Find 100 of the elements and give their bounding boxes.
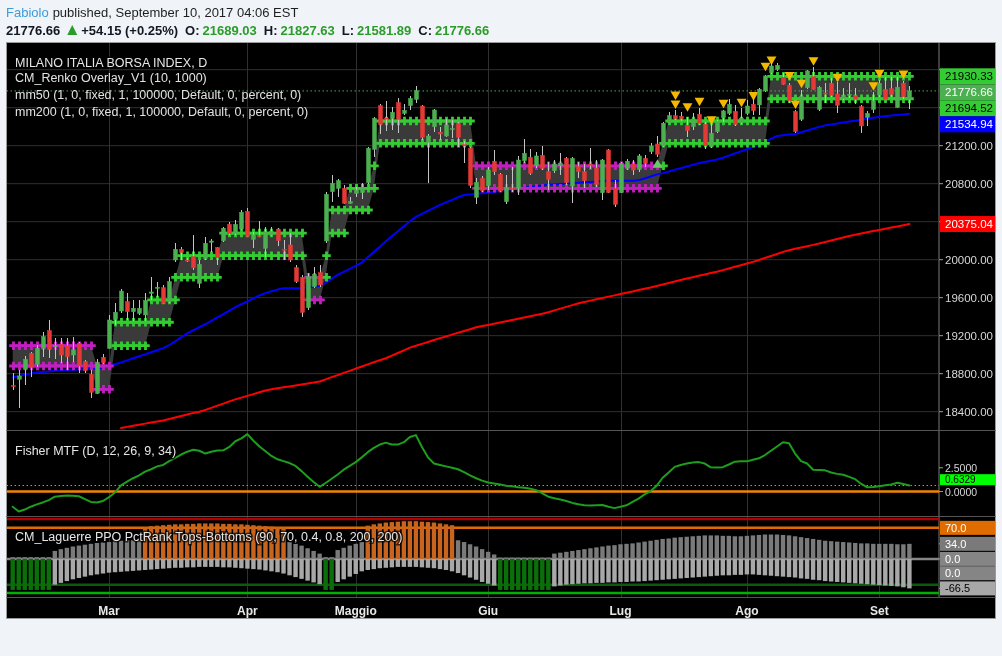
bar (822, 558, 828, 582)
bar (160, 558, 166, 569)
text: H: (263, 22, 278, 38)
bar (437, 523, 443, 559)
x-tick-label: Maggio (334, 604, 377, 618)
bar (528, 558, 533, 590)
y-tick-label: 19600.00 (945, 291, 993, 304)
x-tick-label: Apr (237, 604, 259, 618)
bar (413, 558, 419, 567)
candlestick (119, 288, 124, 314)
text: MILANO ITALIA BORSA INDEX, D (15, 56, 208, 70)
bar (413, 521, 419, 559)
bar (40, 558, 46, 590)
bar (690, 558, 695, 578)
bar (401, 558, 407, 567)
x-tick-label: Lug (609, 604, 632, 618)
bar (834, 558, 840, 582)
bar (467, 558, 473, 578)
y-tick-label: 0.0 (945, 552, 961, 565)
bar (425, 558, 431, 568)
point (670, 91, 681, 100)
y-tick-label: 19200.00 (945, 329, 993, 342)
y-tick-label: 20000.00 (945, 253, 993, 266)
bar (365, 558, 370, 570)
bar (479, 558, 485, 582)
y-tick-label: 21200.00 (945, 139, 993, 152)
text: 21827.63 (280, 22, 335, 38)
bar (443, 558, 449, 570)
bar (871, 558, 876, 585)
text: Fabiolo (6, 5, 49, 20)
bar (786, 558, 792, 578)
bar (522, 558, 527, 590)
text: L: (341, 22, 355, 38)
annotation: mm50 (1, 0, fixed, 1, 100000, Default, 0, percent, 0) (15, 88, 302, 102)
bar (684, 558, 689, 578)
bar (46, 558, 52, 590)
y-tick-label: 20800.00 (945, 177, 993, 190)
bar (197, 558, 202, 567)
text: 21776.66 (434, 22, 490, 38)
bar (847, 558, 852, 583)
line-series (120, 223, 911, 430)
y-tick-label: -66.5 (945, 582, 971, 595)
bar (179, 558, 184, 568)
y-tick-label: 0.0000 (945, 485, 978, 498)
ref-line-label: 0.6329 (945, 474, 977, 486)
bar (347, 558, 352, 577)
bar (203, 558, 208, 567)
bar (768, 558, 774, 576)
point (682, 103, 693, 112)
bar (696, 558, 701, 578)
bar (714, 558, 720, 576)
candlestick (859, 104, 864, 134)
point (718, 99, 729, 109)
bar (52, 558, 58, 585)
bar (792, 558, 798, 578)
bar (76, 558, 82, 578)
bar (702, 558, 707, 577)
point (796, 79, 807, 89)
annotation: mm200 (1, 0, fixed, 1, 100000, Default, 0, percent, 0) (15, 105, 309, 119)
point (790, 100, 801, 110)
bar (503, 558, 509, 590)
text: Fisher MTF (D, 12, 26, 9, 34) (15, 444, 177, 458)
bar (443, 524, 449, 559)
bar (130, 558, 136, 571)
ref-line-label: 21776.66 (945, 86, 993, 99)
x-tick-label: Mar (98, 604, 120, 618)
point (670, 100, 681, 110)
bar (473, 558, 479, 580)
bar (810, 558, 816, 580)
bar (142, 558, 148, 570)
candlestick (173, 242, 178, 263)
text: 21776.66 (6, 22, 61, 38)
candlestick (655, 135, 660, 158)
text: published, September 10, 2017 04:06 EST (52, 5, 299, 20)
bar (383, 558, 389, 568)
line-series (11, 433, 911, 513)
bar (804, 558, 810, 579)
bar (407, 558, 413, 567)
bar (118, 558, 124, 572)
bar (353, 558, 358, 574)
annotation: CM_Renko Overlay_V1 (10, 1000) (15, 71, 207, 85)
bar (148, 558, 154, 570)
ref-line-label: 70.0 (945, 521, 967, 534)
bar (419, 521, 425, 559)
text: 21930.33 (945, 70, 993, 83)
text: 21694.52 (945, 102, 993, 115)
bar (16, 558, 21, 590)
x-tick-label: Ago (735, 604, 759, 618)
bar (106, 558, 112, 573)
bar (828, 558, 834, 582)
point (760, 62, 771, 72)
bar (732, 558, 738, 575)
text: 21689.03 (202, 22, 257, 38)
bar (516, 558, 521, 590)
bar (100, 558, 106, 574)
bar (28, 558, 33, 590)
bar (425, 522, 431, 559)
point (868, 82, 879, 91)
bar (58, 558, 64, 583)
bar (407, 521, 413, 559)
